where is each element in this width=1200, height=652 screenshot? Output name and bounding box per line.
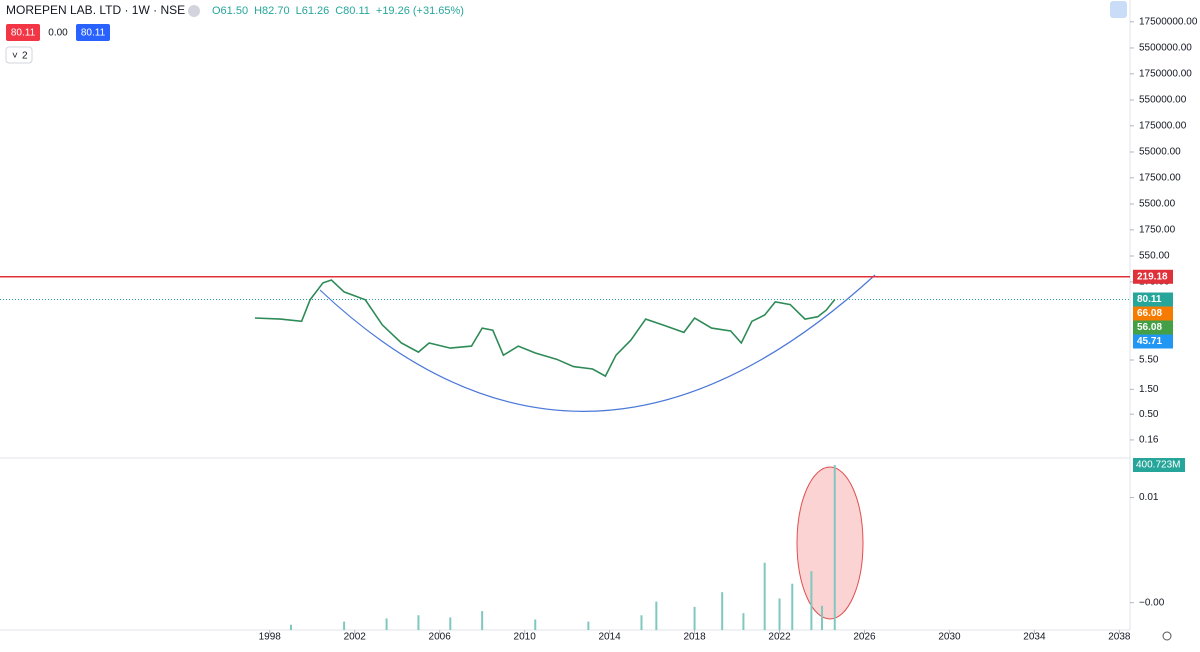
y-tick-label: 1.50 bbox=[1139, 384, 1159, 395]
volume-bar bbox=[763, 562, 766, 630]
y-tick-label: 1750000.00 bbox=[1139, 68, 1192, 79]
volume-bar bbox=[343, 621, 346, 630]
volume-bar bbox=[481, 611, 484, 630]
axis-badge-text: 80.11 bbox=[1137, 294, 1162, 305]
y-tick-label: 5500.00 bbox=[1139, 199, 1176, 210]
volume-bar bbox=[791, 583, 794, 630]
volume-bar bbox=[587, 621, 590, 630]
chart-title: MOREPEN LAB. LTD · 1W · NSE bbox=[6, 3, 185, 17]
x-tick-label: 2030 bbox=[938, 632, 961, 643]
volume-tick-label: 0.01 bbox=[1139, 492, 1159, 503]
header-badge-text: 80.11 bbox=[11, 28, 36, 39]
x-tick-label: 2006 bbox=[429, 632, 452, 643]
y-tick-label: 0.50 bbox=[1139, 409, 1159, 420]
volume-bar bbox=[449, 617, 452, 630]
toggle-arrow: ˅ bbox=[12, 51, 18, 62]
x-tick-label: 2014 bbox=[598, 632, 621, 643]
y-tick-label: 55000.00 bbox=[1139, 147, 1181, 158]
axis-badge bbox=[1133, 334, 1173, 349]
volume-bar bbox=[385, 618, 388, 630]
x-tick-label: 2026 bbox=[853, 632, 876, 643]
axis-badge-text: 56.08 bbox=[1137, 322, 1162, 333]
cup-curve bbox=[319, 274, 876, 412]
axis-badge bbox=[1133, 269, 1173, 284]
ohlc-value: H82.70 bbox=[254, 5, 289, 17]
axis-badge-text: 45.71 bbox=[1137, 336, 1162, 347]
toggle-count: 2 bbox=[22, 51, 28, 62]
y-tick-label: 550.00 bbox=[1139, 251, 1170, 262]
volume-badge-text: 400.723M bbox=[1136, 460, 1180, 471]
y-tick-label: 0.16 bbox=[1139, 435, 1159, 446]
eye-toggle[interactable] bbox=[188, 5, 200, 17]
volume-bar bbox=[742, 613, 745, 630]
y-tick-label: 17500000.00 bbox=[1139, 16, 1198, 27]
axis-badge bbox=[1133, 320, 1173, 335]
volume-bar bbox=[821, 605, 824, 630]
volume-bar bbox=[640, 615, 643, 630]
y-tick-label: 5.50 bbox=[1139, 355, 1159, 366]
volume-bar bbox=[810, 571, 813, 630]
x-tick-label: 2034 bbox=[1023, 632, 1046, 643]
x-tick-label: 2022 bbox=[768, 632, 791, 643]
highlight-ellipse bbox=[796, 466, 864, 620]
y-tick-label: 5500000.00 bbox=[1139, 43, 1192, 54]
volume-bar bbox=[721, 592, 724, 630]
x-tick-label: 1998 bbox=[259, 632, 282, 643]
header-badge-text: 80.11 bbox=[81, 28, 106, 39]
x-tick-label: 2002 bbox=[344, 632, 367, 643]
volume-bar bbox=[534, 619, 537, 630]
y-tick-label: 175000.00 bbox=[1139, 120, 1187, 131]
volume-bar bbox=[833, 465, 836, 630]
x-tick-label: 2018 bbox=[683, 632, 706, 643]
header-badge bbox=[6, 24, 40, 41]
axis-badge bbox=[1133, 306, 1173, 321]
refresh-button[interactable] bbox=[1110, 1, 1127, 18]
axis-badge-text: 219.18 bbox=[1137, 271, 1168, 282]
header-badge-text: 0.00 bbox=[48, 28, 68, 39]
ohlc-value: L61.26 bbox=[296, 5, 330, 17]
axis-badge bbox=[1133, 292, 1173, 307]
y-tick-label: 17500.00 bbox=[1139, 172, 1181, 183]
volume-bar bbox=[289, 624, 292, 630]
ohlc-value: O61.50 bbox=[212, 5, 248, 17]
volume-bar bbox=[693, 606, 696, 630]
indicator-toggle[interactable] bbox=[5, 46, 33, 64]
volume-bar bbox=[417, 615, 420, 630]
settings-icon[interactable] bbox=[1162, 631, 1172, 641]
y-tick-label: 550000.00 bbox=[1139, 95, 1187, 106]
x-tick-label: 2010 bbox=[514, 632, 537, 643]
ohlc-value: +19.26 (+31.65%) bbox=[376, 5, 464, 17]
volume-tick-label: −0.00 bbox=[1139, 597, 1165, 608]
volume-badge bbox=[1133, 458, 1185, 472]
volume-bar bbox=[778, 598, 781, 630]
axis-badge-text: 66.08 bbox=[1137, 308, 1162, 319]
x-tick-label: 2038 bbox=[1108, 632, 1131, 643]
y-tick-label: 1750.00 bbox=[1139, 224, 1176, 235]
ohlc-value: C80.11 bbox=[335, 5, 370, 17]
header-badge bbox=[76, 24, 110, 41]
price-line-series bbox=[254, 279, 836, 378]
volume-bar bbox=[655, 601, 658, 630]
